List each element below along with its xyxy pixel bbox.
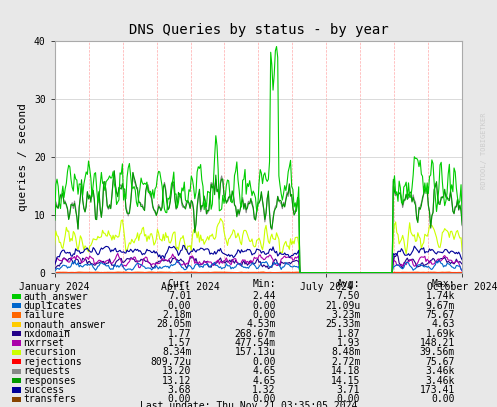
Text: 7.50: 7.50 bbox=[337, 291, 360, 301]
Text: 13.20: 13.20 bbox=[162, 366, 191, 376]
Text: 3.46k: 3.46k bbox=[425, 366, 455, 376]
Text: 1.32: 1.32 bbox=[252, 385, 276, 395]
Text: 3.46k: 3.46k bbox=[425, 376, 455, 385]
Text: 3.71: 3.71 bbox=[337, 385, 360, 395]
Text: 14.18: 14.18 bbox=[331, 366, 360, 376]
Text: Min:: Min: bbox=[252, 279, 276, 289]
Text: 21.09u: 21.09u bbox=[325, 301, 360, 311]
Text: 3.68: 3.68 bbox=[168, 385, 191, 395]
Text: failure: failure bbox=[23, 310, 65, 320]
Text: 2.72m: 2.72m bbox=[331, 357, 360, 367]
Text: 7.01: 7.01 bbox=[168, 291, 191, 301]
Text: 1.77: 1.77 bbox=[168, 329, 191, 339]
Text: 1.57: 1.57 bbox=[168, 338, 191, 348]
Text: nxrrset: nxrrset bbox=[23, 338, 65, 348]
Text: 1.69k: 1.69k bbox=[425, 329, 455, 339]
Text: 13.12: 13.12 bbox=[162, 376, 191, 385]
Text: RDTOOL/ TOBIGETKER: RDTOOL/ TOBIGETKER bbox=[481, 112, 487, 189]
Text: 0.00: 0.00 bbox=[252, 357, 276, 367]
Text: 4.65: 4.65 bbox=[252, 376, 276, 385]
Text: requests: requests bbox=[23, 366, 71, 376]
Text: 0.00: 0.00 bbox=[252, 310, 276, 320]
Text: 0.00: 0.00 bbox=[252, 301, 276, 311]
Text: 1.87: 1.87 bbox=[337, 329, 360, 339]
Text: auth_answer: auth_answer bbox=[23, 291, 88, 302]
Text: 0.00: 0.00 bbox=[168, 301, 191, 311]
Y-axis label: queries / second: queries / second bbox=[18, 103, 28, 211]
Text: 2.44: 2.44 bbox=[252, 291, 276, 301]
Text: 4.63: 4.63 bbox=[431, 319, 455, 329]
Text: 477.54m: 477.54m bbox=[235, 338, 276, 348]
Text: Max:: Max: bbox=[431, 279, 455, 289]
Text: 0.00: 0.00 bbox=[252, 394, 276, 404]
Text: responses: responses bbox=[23, 376, 76, 385]
Text: 173.41: 173.41 bbox=[419, 385, 455, 395]
Text: 148.21: 148.21 bbox=[419, 338, 455, 348]
Text: 268.67m: 268.67m bbox=[235, 329, 276, 339]
Text: Cur:: Cur: bbox=[168, 279, 191, 289]
Text: 0.00: 0.00 bbox=[168, 394, 191, 404]
Text: 9.67m: 9.67m bbox=[425, 301, 455, 311]
Text: 75.67: 75.67 bbox=[425, 357, 455, 367]
Text: 4.53m: 4.53m bbox=[247, 319, 276, 329]
Text: 8.48m: 8.48m bbox=[331, 348, 360, 357]
Text: nonauth_answer: nonauth_answer bbox=[23, 319, 105, 330]
Text: 25.33m: 25.33m bbox=[325, 319, 360, 329]
Text: 1.74k: 1.74k bbox=[425, 291, 455, 301]
Text: 28.05m: 28.05m bbox=[156, 319, 191, 329]
Text: recursion: recursion bbox=[23, 348, 76, 357]
Text: 1.93: 1.93 bbox=[337, 338, 360, 348]
Text: Avg:: Avg: bbox=[337, 279, 360, 289]
Text: 0.00: 0.00 bbox=[431, 394, 455, 404]
Text: 2.18m: 2.18m bbox=[162, 310, 191, 320]
Text: Last update: Thu Nov 21 03:35:05 2024: Last update: Thu Nov 21 03:35:05 2024 bbox=[140, 400, 357, 407]
Text: 75.67: 75.67 bbox=[425, 310, 455, 320]
Text: 3.23m: 3.23m bbox=[331, 310, 360, 320]
Text: 39.56m: 39.56m bbox=[419, 348, 455, 357]
Text: nxdomain: nxdomain bbox=[23, 329, 71, 339]
Text: 8.34m: 8.34m bbox=[162, 348, 191, 357]
Title: DNS Queries by status - by year: DNS Queries by status - by year bbox=[129, 23, 388, 37]
Text: 0.00: 0.00 bbox=[337, 394, 360, 404]
Text: 809.72u: 809.72u bbox=[150, 357, 191, 367]
Text: 14.15: 14.15 bbox=[331, 376, 360, 385]
Text: 157.13u: 157.13u bbox=[235, 348, 276, 357]
Text: success: success bbox=[23, 385, 65, 395]
Text: transfers: transfers bbox=[23, 394, 76, 404]
Text: rejections: rejections bbox=[23, 357, 82, 367]
Text: duplicates: duplicates bbox=[23, 301, 82, 311]
Text: 4.65: 4.65 bbox=[252, 366, 276, 376]
